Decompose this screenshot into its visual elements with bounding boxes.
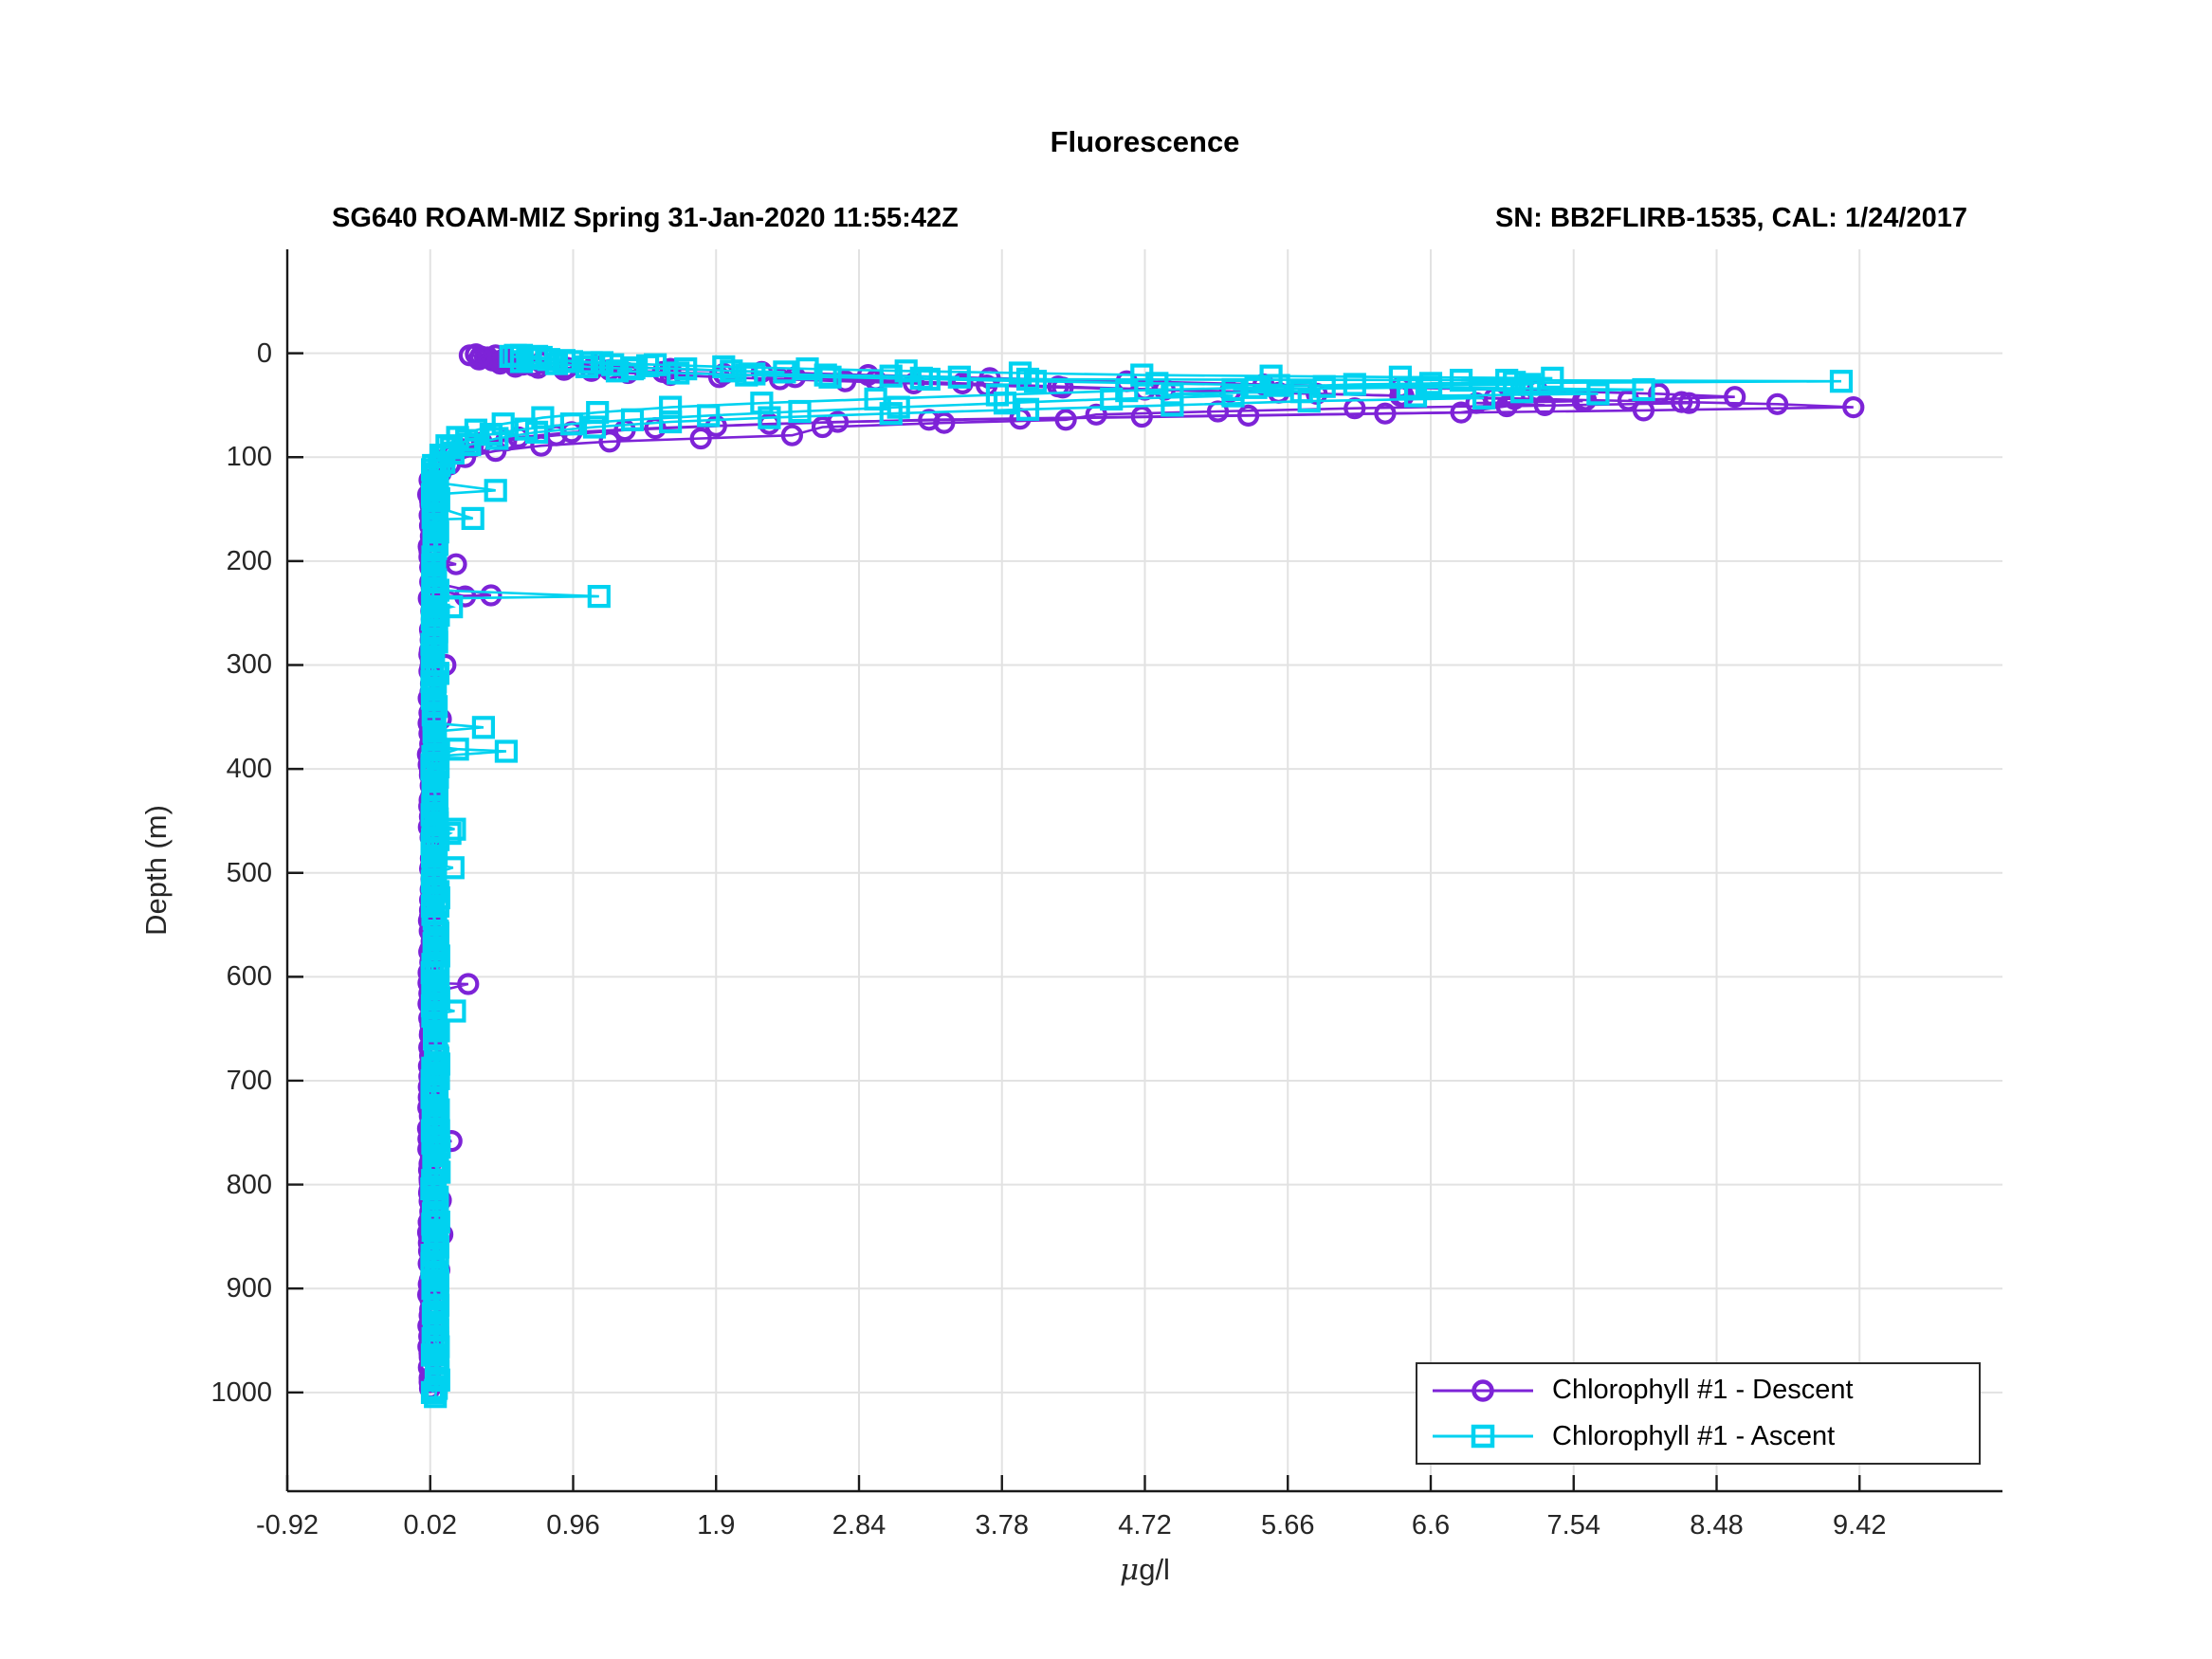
subtitle-serial-cal: SN: BB2FLIRB-1535, CAL: 1/24/2017 bbox=[1495, 203, 1967, 233]
y-tick-label: 100 bbox=[226, 442, 272, 473]
mu-symbol: μ bbox=[1120, 1553, 1140, 1587]
profile-line bbox=[426, 353, 1854, 1389]
x-tick-label: 3.78 bbox=[975, 1510, 1029, 1540]
legend-entry-descent: Chlorophyll #1 - Descent bbox=[1417, 1369, 1979, 1413]
y-tick-label: 0 bbox=[256, 337, 272, 369]
y-tick-label: 700 bbox=[226, 1065, 272, 1096]
legend-label-ascent: Chlorophyll #1 - Ascent bbox=[1552, 1420, 1836, 1451]
y-tick-label: 800 bbox=[226, 1169, 272, 1200]
x-tick-label: 7.54 bbox=[1546, 1510, 1600, 1540]
x-tick-label: 0.96 bbox=[546, 1510, 600, 1540]
profile-markers bbox=[420, 344, 1655, 1405]
x-tick-label: 5.66 bbox=[1261, 1510, 1315, 1540]
x-tick-label: 1.9 bbox=[697, 1510, 736, 1540]
plot-axes bbox=[285, 249, 2002, 1493]
profile-markers bbox=[418, 345, 1746, 1394]
legend-entry-ascent: Chlorophyll #1 - Ascent bbox=[1417, 1414, 1979, 1458]
x-tick-label: 8.48 bbox=[1690, 1510, 1744, 1540]
y-tick-label: 900 bbox=[226, 1273, 272, 1304]
x-axis-unit: g/l bbox=[1139, 1553, 1170, 1586]
profile-markers bbox=[416, 343, 1865, 1400]
legend-box: Chlorophyll #1 - Descent Chlorophyll #1 … bbox=[1416, 1362, 1981, 1465]
x-axis-label: μg/l bbox=[287, 1553, 2002, 1587]
profile-markers bbox=[421, 343, 1564, 1402]
y-tick-label: 400 bbox=[226, 754, 272, 785]
profile-markers bbox=[417, 344, 1595, 1394]
legend-sample-ascent-line-square-marker bbox=[1433, 1425, 1533, 1449]
y-tick-label: 200 bbox=[226, 545, 272, 576]
y-tick-label: 1000 bbox=[210, 1376, 272, 1408]
y-tick-label: 600 bbox=[226, 961, 272, 993]
x-tick-label: 2.84 bbox=[832, 1510, 887, 1540]
y-tick-label: 500 bbox=[226, 857, 272, 888]
profile-line bbox=[427, 354, 1583, 1382]
y-tick-label: 300 bbox=[226, 649, 272, 681]
x-tick-label: 0.02 bbox=[403, 1510, 457, 1540]
series-ascent bbox=[420, 343, 1854, 1409]
profile-line bbox=[430, 355, 1644, 1394]
profile-line bbox=[428, 355, 1735, 1383]
x-tick-label: 4.72 bbox=[1118, 1510, 1172, 1540]
legend-label-descent: Chlorophyll #1 - Descent bbox=[1552, 1375, 1854, 1406]
profile-markers bbox=[420, 343, 1854, 1409]
legend-sample-descent-line-circle-marker bbox=[1433, 1378, 1533, 1402]
profile-line bbox=[430, 354, 1842, 1397]
x-tick-label: 9.42 bbox=[1833, 1510, 1887, 1540]
subtitle-mission: SG640 ROAM-MIZ Spring 31-Jan-2020 11:55:… bbox=[332, 203, 959, 233]
chart-subtitle: SG640 ROAM-MIZ Spring 31-Jan-2020 11:55:… bbox=[332, 203, 1967, 234]
x-tick-label: -0.92 bbox=[255, 1510, 320, 1540]
x-tick-label: 6.6 bbox=[1411, 1510, 1451, 1540]
series-descent bbox=[416, 343, 1865, 1400]
chart-title: Fluorescence bbox=[1050, 125, 1240, 158]
